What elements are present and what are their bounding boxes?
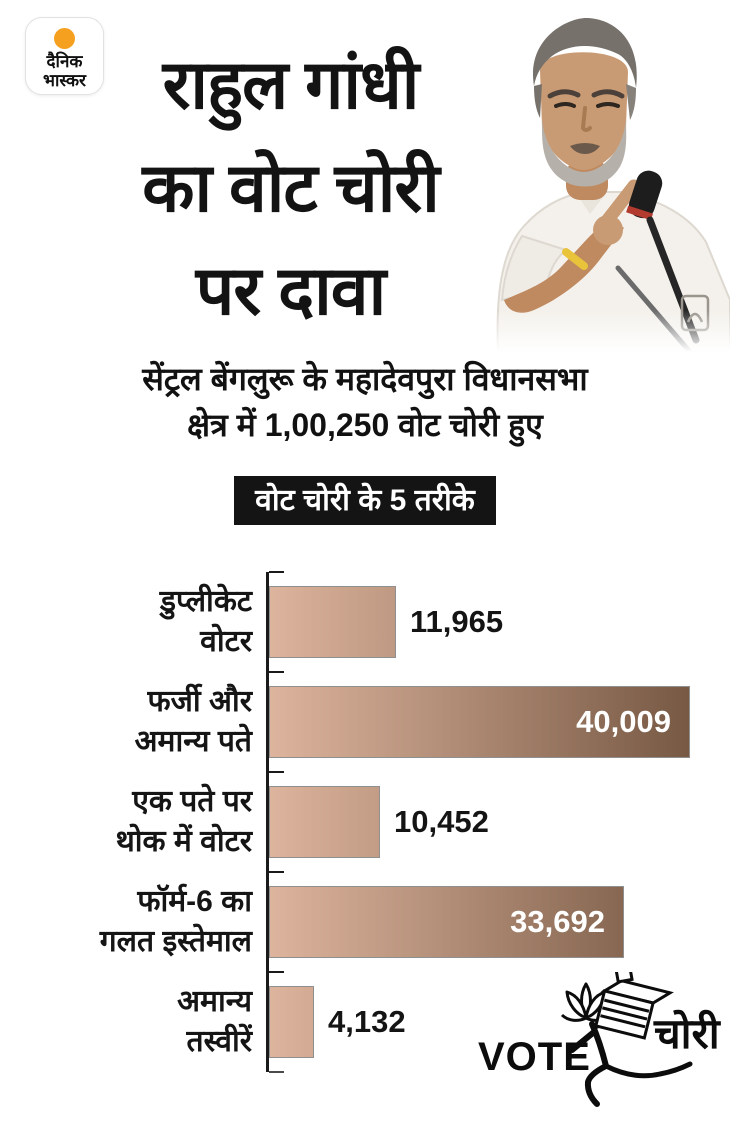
rahul-gandhi-photo <box>438 0 730 355</box>
category-label-line: डुप्लीकेट <box>159 585 252 618</box>
bar-chart-plot: 11,965 40,009 10,452 33,692 4,132 <box>266 571 729 1073</box>
category-label-line: अमान्य <box>177 985 252 1018</box>
category-label-2: एक पते पर थोक में वोटर <box>0 772 252 872</box>
title-line-1: राहुल गांधी <box>162 47 420 123</box>
value-label-1: 40,009 <box>576 704 671 739</box>
chart-row: 40,009 <box>269 671 729 772</box>
category-labels: डुप्लीकेट वोटर फर्जी और अमान्य पते एक पते पर… <box>0 572 252 1072</box>
axis-bottom-tick <box>269 1071 284 1073</box>
subtitle-line-2: क्षेत्र में 1,00,250 वोट चोरी हुए <box>187 407 543 443</box>
vote-chori-logo: VOTE <box>478 956 726 1112</box>
page-title: राहुल गांधी का वोट चोरी पर दावा <box>8 34 573 343</box>
value-label-3: 33,692 <box>510 904 605 939</box>
category-label-line: तस्वीरें <box>186 1025 253 1058</box>
category-label-line: थोक में वोटर <box>115 825 252 858</box>
brand-name: दैनिक भास्कर <box>43 52 86 90</box>
subtitle: सेंट्रल बेंगलुरू के महादेवपुरा विधानसभा … <box>0 356 730 448</box>
vote-text: VOTE <box>478 1035 591 1079</box>
bar-3 <box>269 886 624 958</box>
bar-4 <box>269 986 314 1058</box>
value-label-0: 11,965 <box>410 604 504 639</box>
category-label-0: डुप्लीकेट वोटर <box>0 572 252 672</box>
brand-name-line1: दैनिक <box>46 52 83 71</box>
category-label-line: गलत इस्तेमाल <box>99 925 252 958</box>
bar-2 <box>269 786 380 858</box>
chart-row: 10,452 <box>269 771 729 872</box>
title-line-3: पर दावा <box>195 253 386 329</box>
category-label-line: अमान्य पते <box>134 725 252 758</box>
category-label-line: फॉर्म-6 का <box>137 885 252 918</box>
category-label-4: अमान्य तस्वीरें <box>0 972 252 1072</box>
bar-0 <box>269 586 396 658</box>
chart-row: 11,965 <box>269 571 729 672</box>
value-label-2: 10,452 <box>394 804 489 839</box>
brand-name-line2: भास्कर <box>43 71 86 90</box>
dainik-bhaskar-logo: दैनिक भास्कर <box>25 17 104 95</box>
value-label-4: 4,132 <box>328 1004 406 1039</box>
chori-text: चोरी <box>653 1009 722 1057</box>
subtitle-line-1: सेंट्रल बेंगलुरू के महादेवपुरा विधानसभा <box>142 361 588 397</box>
rahul-gandhi-illustration <box>438 18 730 355</box>
category-label-line: एक पते पर <box>132 785 252 818</box>
vote-chori-graphic: VOTE <box>478 956 722 1107</box>
chart-title-badge: वोट चोरी के 5 तरीके <box>234 476 496 525</box>
chart-row: 4,132 <box>269 971 729 1072</box>
title-line-2: का वोट चोरी <box>142 150 440 226</box>
sun-icon <box>54 28 75 49</box>
category-label-1: फर्जी और अमान्य पते <box>0 672 252 772</box>
category-label-line: वोटर <box>200 625 252 658</box>
chart-row: 33,692 <box>269 871 729 972</box>
category-label-3: फॉर्म-6 का गलत इस्तेमाल <box>0 872 252 972</box>
badge-wrap: वोट चोरी के 5 तरीके <box>0 476 730 525</box>
category-label-line: फर्जी और <box>147 685 252 718</box>
bar-1 <box>269 686 690 758</box>
